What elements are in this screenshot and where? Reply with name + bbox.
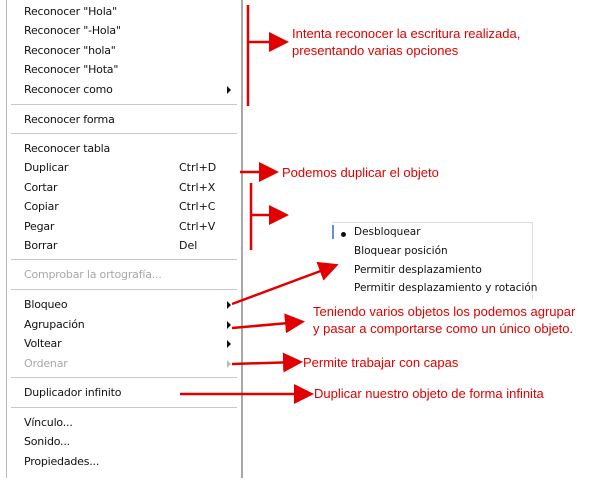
menu-item-reconocer-forma[interactable]: Reconocer forma	[24, 113, 115, 126]
note-duplicate: Podemos duplicar el objeto	[282, 165, 439, 180]
menu-item-reconocer-como[interactable]: Reconocer como	[24, 83, 113, 96]
shortcut-pegar: Ctrl+V	[179, 220, 216, 233]
arrow-line	[231, 352, 303, 373]
menu-item-propiedades[interactable]: Propiedades...	[24, 455, 100, 468]
submenu-arrow-icon	[227, 301, 231, 309]
shortcut-borrar: Del	[179, 239, 198, 252]
separator	[11, 377, 237, 379]
separator	[11, 289, 237, 291]
separator	[11, 407, 237, 409]
note-line: presentando varias opciones	[292, 43, 459, 58]
submenu-arrow-icon	[227, 321, 231, 329]
submenu-arrow-icon	[227, 360, 231, 368]
note-line: Teniendo varios objetos los podemos agru…	[313, 304, 576, 319]
menu-item-cortar[interactable]: Cortar	[24, 181, 58, 194]
submenu-item-bloquear-posicion[interactable]: Bloquear posición	[354, 245, 448, 257]
note-group: Teniendo varios objetos los podemos agru…	[313, 303, 575, 337]
menu-item-bloqueo[interactable]: Bloqueo	[24, 298, 68, 311]
bloqueo-submenu: Desbloquear Bloquear posición Permitir d…	[332, 222, 537, 299]
separator	[11, 133, 237, 135]
menu-item-reconocer-hola-lower[interactable]: Reconocer "hola"	[24, 44, 116, 57]
menu-item-ordenar: Ordenar	[24, 357, 68, 370]
menu-item-copiar[interactable]: Copiar	[24, 200, 59, 213]
menu-item-borrar[interactable]: Borrar	[24, 239, 58, 252]
menu-item-duplicar[interactable]: Duplicar	[24, 161, 69, 174]
separator	[11, 259, 237, 261]
submenu-accent	[332, 225, 334, 239]
menu-item-reconocer-dash-hola[interactable]: Reconocer "-Hola"	[24, 24, 121, 37]
menu-item-duplicador-infinito[interactable]: Duplicador infinito	[24, 386, 122, 399]
submenu-arrow-icon	[227, 86, 231, 94]
note-recognize: Intenta reconocer la escritura realizada…	[292, 25, 520, 59]
submenu-item-permitir-desplazamiento[interactable]: Permitir desplazamiento	[354, 264, 482, 276]
menu-item-sonido[interactable]: Sonido...	[24, 435, 70, 448]
menu-item-reconocer-hola[interactable]: Reconocer "Hola"	[24, 5, 117, 18]
menu-item-agrupacion[interactable]: Agrupación	[24, 318, 85, 331]
menu-item-pegar[interactable]: Pegar	[24, 220, 55, 233]
arrow-line	[231, 313, 305, 334]
menu-item-reconocer-tabla[interactable]: Reconocer tabla	[24, 142, 111, 155]
separator	[11, 104, 237, 106]
note-line: y pasar a comportarse como un único obje…	[313, 321, 574, 336]
shortcut-copiar: Ctrl+C	[179, 200, 216, 213]
shortcut-cortar: Ctrl+X	[179, 181, 216, 194]
menu-item-reconocer-hota[interactable]: Reconocer "Hota"	[24, 63, 119, 76]
note-line: Intenta reconocer la escritura realizada…	[292, 26, 521, 41]
menu-item-voltear[interactable]: Voltear	[24, 337, 62, 350]
note-infinite: Duplicar nuestro objeto de forma infinit…	[314, 386, 544, 401]
radio-selected-icon	[341, 232, 346, 237]
submenu-item-desbloquear[interactable]: Desbloquear	[354, 226, 421, 238]
menu-item-comprobar-ortografia: Comprobar la ortografía...	[24, 268, 162, 281]
shortcut-duplicar: Ctrl+D	[179, 161, 217, 174]
submenu-item-permitir-desplazamiento-rotacion[interactable]: Permitir desplazamiento y rotación	[354, 282, 538, 294]
note-layers: Permite trabajar con capas	[303, 355, 459, 370]
context-menu: Reconocer "Hola" Reconocer "-Hola" Recon…	[6, 0, 243, 478]
arrow-line	[231, 261, 339, 306]
submenu-arrow-icon	[227, 340, 231, 348]
menu-item-vinculo[interactable]: Vínculo...	[24, 416, 73, 429]
